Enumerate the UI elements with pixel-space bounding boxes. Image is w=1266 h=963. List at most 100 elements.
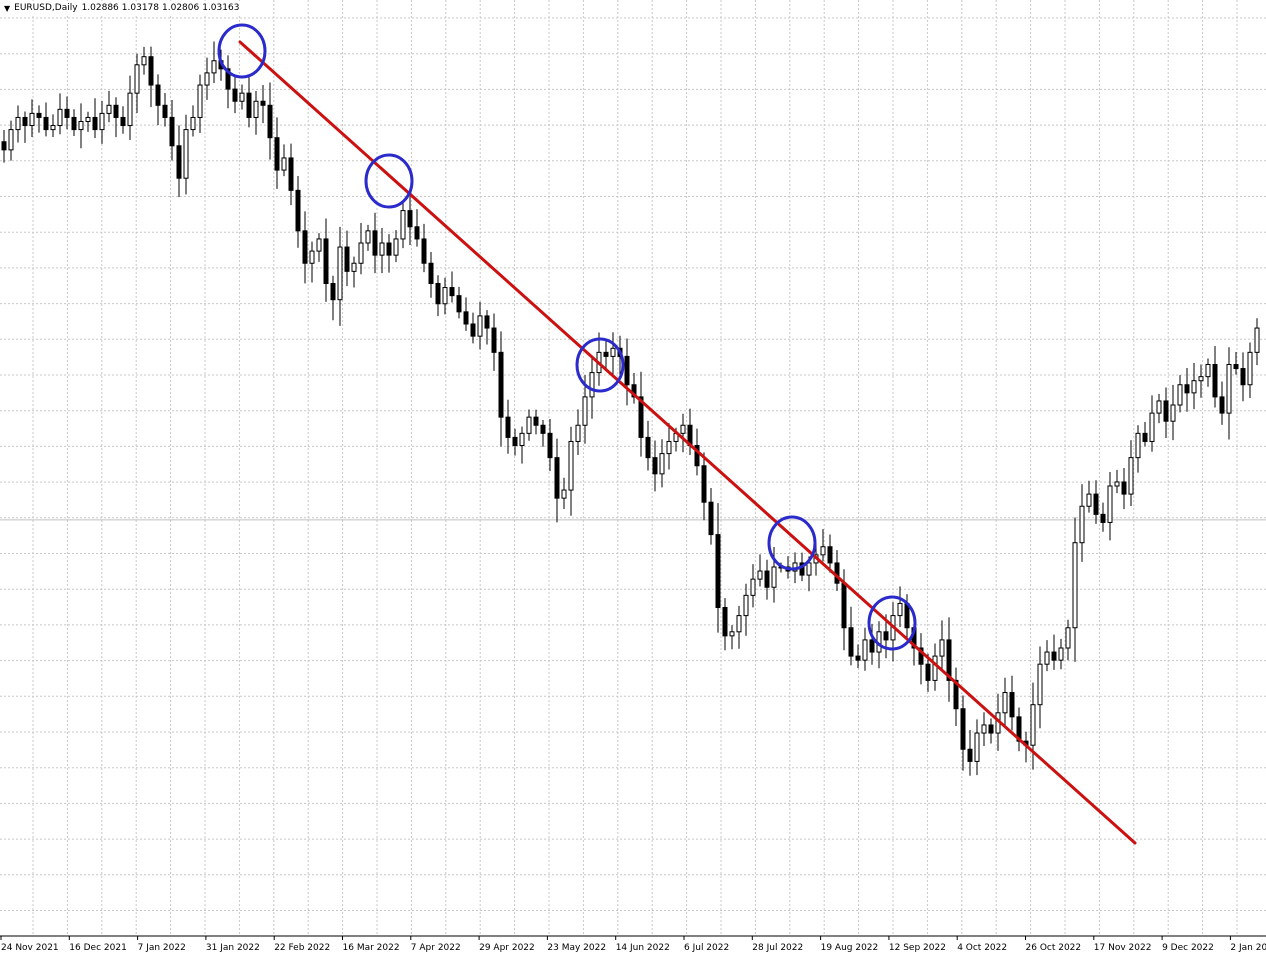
candle-body — [1079, 505, 1085, 544]
candle-body — [771, 566, 777, 588]
x-tick-label: 14 Jun 2022 — [616, 943, 670, 953]
candle-body — [519, 432, 525, 447]
candle-body — [967, 748, 973, 762]
touch-circle — [217, 23, 267, 79]
candle-body — [15, 116, 21, 131]
candle-body — [337, 246, 343, 301]
x-tick-label: 7 Jan 2022 — [138, 943, 186, 953]
candle-body — [344, 246, 350, 272]
x-tick-label: 19 Aug 2022 — [821, 943, 879, 953]
trendline[interactable] — [238, 40, 1137, 845]
candle-body — [1226, 364, 1232, 414]
candle-body — [736, 615, 742, 633]
x-tick-label: 7 Apr 2022 — [411, 943, 461, 953]
candle-body — [988, 724, 994, 734]
candle-body — [1030, 704, 1036, 746]
candle-body — [239, 92, 245, 102]
candle-body — [820, 546, 826, 556]
candle-body — [190, 116, 196, 131]
candle-body — [71, 116, 77, 131]
triangle-down-icon[interactable]: ▼ — [4, 3, 11, 13]
x-tick-label: 4 Oct 2022 — [957, 943, 1007, 953]
low-value: 1.02806 — [162, 3, 200, 13]
candle-body — [1, 141, 7, 151]
candle-body — [1219, 396, 1225, 414]
candle-body — [1177, 384, 1183, 406]
candle-body — [43, 116, 49, 131]
candle-body — [540, 424, 546, 434]
candle-body — [463, 311, 469, 325]
candle-body — [379, 242, 385, 256]
candle-body — [134, 64, 140, 94]
candle-body — [575, 424, 581, 442]
candle-body — [176, 145, 182, 179]
candle-body — [694, 445, 700, 467]
candle-body — [652, 457, 658, 475]
candle-body — [1072, 542, 1078, 629]
high-value: 1.03178 — [121, 3, 159, 13]
candle-body — [1184, 384, 1190, 394]
candle-body — [981, 724, 987, 734]
x-tick-label: 26 Oct 2022 — [1026, 943, 1082, 953]
candle-body — [127, 92, 133, 127]
candle-body — [470, 323, 476, 337]
symbol-label: EURUSD,Daily — [14, 3, 78, 13]
candle-body — [211, 60, 217, 74]
candle-body — [442, 287, 448, 305]
x-tick-label: 22 Feb 2022 — [274, 943, 330, 953]
candle-body — [8, 129, 14, 151]
candle-body — [638, 396, 644, 438]
candle-body — [141, 56, 147, 66]
candle-body — [155, 84, 161, 106]
candle-body — [827, 546, 833, 564]
candle-body — [428, 262, 434, 284]
candle-body — [22, 116, 28, 127]
candle-body — [666, 440, 672, 455]
touch-circle — [364, 153, 414, 209]
candle-body — [1100, 513, 1106, 523]
candle-body — [204, 72, 210, 86]
candle-body — [1149, 412, 1155, 442]
candle-body — [477, 315, 483, 337]
candle-body — [330, 283, 336, 301]
candle-body — [918, 647, 924, 665]
candle-body — [267, 104, 273, 139]
candle-body — [1198, 376, 1204, 382]
candle-body — [715, 534, 721, 608]
candle-body — [162, 104, 168, 118]
candle-body — [169, 116, 175, 147]
candle-body — [64, 108, 70, 118]
candle-body — [92, 116, 98, 131]
candle-body — [1128, 457, 1134, 495]
candle-body — [421, 238, 427, 264]
candle-body — [603, 351, 609, 357]
candle-body — [1240, 368, 1246, 386]
candle-body — [386, 242, 392, 256]
candles — [1, 41, 1260, 776]
candle-body — [1065, 627, 1071, 649]
candle-body — [1163, 400, 1169, 422]
candle-body — [743, 594, 749, 617]
candle-body — [547, 432, 553, 459]
candle-body — [897, 602, 903, 617]
candle-body — [708, 501, 714, 536]
touch-circle — [575, 337, 625, 393]
candle-body — [589, 372, 595, 398]
candle-body — [582, 396, 588, 426]
grid-lines — [0, 0, 1266, 936]
candle-body — [862, 639, 868, 661]
candle-body — [883, 631, 889, 641]
candle-body — [512, 436, 518, 446]
x-tick-label: 9 Dec 2022 — [1162, 943, 1214, 953]
candle-body — [414, 226, 420, 240]
candle-body — [1212, 364, 1218, 398]
x-tick-label: 17 Nov 2022 — [1094, 943, 1152, 953]
candle-body — [925, 663, 931, 681]
x-tick-label: 6 Jul 2022 — [684, 943, 729, 953]
candle-body — [953, 679, 959, 710]
candle-body — [533, 416, 539, 426]
candle-body — [106, 104, 112, 114]
candle-body — [1170, 404, 1176, 422]
